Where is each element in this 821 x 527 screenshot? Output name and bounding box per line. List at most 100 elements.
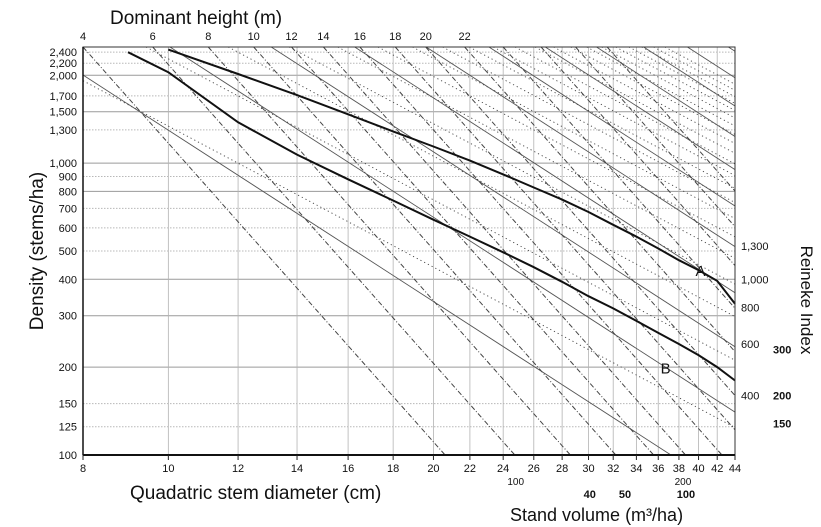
- dominant-height-line: [359, 46, 723, 456]
- dominant-height-tick-label: 14: [317, 31, 329, 43]
- y-tick-label: 1,300: [49, 125, 77, 137]
- reineke-tick-label: 800: [741, 303, 759, 315]
- y-tick-label: 700: [59, 203, 77, 215]
- grid-layer: [82, 47, 736, 456]
- volume-bottom-label: 100: [507, 477, 524, 488]
- y-tick-label: 100: [59, 450, 77, 462]
- plot-frame: [82, 46, 736, 456]
- y-tick-label: 400: [59, 274, 77, 286]
- series-line-A: [167, 48, 736, 305]
- reineke-tick-label: 1,300: [741, 241, 769, 253]
- dominant-height-tick-label: 12: [285, 31, 297, 43]
- y-axis-title: Density (stems/ha): [27, 171, 48, 331]
- dominant-height-tick-label: 8: [205, 31, 211, 43]
- dominant-height-line: [323, 46, 686, 456]
- volume-line: [354, 46, 736, 294]
- series-line-B: [127, 51, 736, 382]
- dominant-height-line: [425, 46, 736, 396]
- dominant-height-tick-label: 20: [420, 31, 432, 43]
- y-tick-label: 1,000: [49, 158, 77, 170]
- volume-line: [596, 46, 736, 137]
- y-tick-label: 500: [59, 246, 77, 258]
- volume-bottom-label: 100: [677, 489, 695, 501]
- dominant-height-line: [152, 46, 516, 456]
- reineke-tick-label: 400: [741, 390, 759, 402]
- x-tick-label: 40: [692, 463, 704, 475]
- dominant-height-tick-label: 4: [80, 31, 86, 43]
- x-tick-label: 30: [582, 463, 594, 475]
- y-tick-label: 200: [59, 362, 77, 374]
- x-tick-label: 36: [652, 463, 664, 475]
- x-tick-label: 34: [630, 463, 642, 475]
- y-tick-label: 1,500: [49, 107, 77, 119]
- reineke-line: [337, 46, 736, 259]
- x-tick-label: 10: [162, 463, 174, 475]
- volume-axis-title: Stand volume (m³/ha): [510, 505, 684, 525]
- dominant-height-line: [464, 46, 736, 352]
- dominant-height-tick-label: 22: [459, 31, 471, 43]
- volume-line: [425, 46, 736, 247]
- curve-label-A: A: [695, 263, 705, 280]
- dominant-height-tick-label: 16: [354, 31, 366, 43]
- reineke-line: [615, 46, 736, 111]
- x-tick-label: 12: [232, 463, 244, 475]
- y-tick-label: 900: [59, 171, 77, 183]
- x-tick-label: 22: [464, 463, 476, 475]
- right-axis-title: Reineke Index: [797, 245, 816, 355]
- y-tick-label: 600: [59, 223, 77, 235]
- dominant-height-tick-label: 18: [389, 31, 401, 43]
- x-tick-label: 44: [729, 463, 741, 475]
- volume-line: [643, 46, 736, 107]
- volume-bottom-label: 40: [584, 489, 596, 501]
- volume-bottom-label: 50: [619, 489, 631, 501]
- reineke-line: [586, 46, 736, 127]
- dominant-height-tick-label: 10: [248, 31, 260, 43]
- x-axis-title: Quadatric stem diameter (cm): [130, 483, 382, 504]
- dominant-height-line: [253, 46, 617, 456]
- series-layer: AB: [127, 48, 736, 382]
- x-tick-label: 14: [291, 463, 303, 475]
- y-tick-label: 800: [59, 186, 77, 198]
- y-tick-label: 1,700: [49, 91, 77, 103]
- x-tick-label: 32: [607, 463, 619, 475]
- dominant-height-line: [575, 46, 736, 227]
- volume-edge-label: 300: [773, 344, 791, 356]
- volume-line: [545, 46, 736, 170]
- dominant-height-line: [502, 46, 736, 309]
- y-tick-label: 125: [59, 422, 77, 434]
- x-tick-label: 8: [80, 463, 86, 475]
- x-tick-label: 18: [387, 463, 399, 475]
- volume-line: [687, 46, 736, 79]
- volume-line: [82, 74, 672, 456]
- curve-label-B: B: [661, 361, 671, 378]
- y-tick-label: 2,200: [49, 58, 77, 70]
- volume-line: [728, 46, 736, 52]
- volume-line: [488, 46, 736, 207]
- reineke-line: [570, 46, 736, 135]
- volume-line: [270, 46, 736, 348]
- reineke-line: [553, 46, 736, 144]
- volume-bottom-label: 200: [675, 477, 692, 488]
- x-tick-label: 16: [342, 463, 354, 475]
- dominant-height-line: [207, 46, 571, 456]
- plot-background: [83, 47, 735, 455]
- y-tick-label: 150: [59, 399, 77, 411]
- x-tick-label: 24: [497, 463, 509, 475]
- y-tick-label: 2,000: [49, 70, 77, 82]
- dominant-height-line: [540, 46, 736, 266]
- reineke-line: [377, 46, 736, 238]
- reineke-line: [442, 46, 736, 203]
- dominant-height-tick-label: 6: [150, 31, 156, 43]
- x-tick-label: 42: [711, 463, 723, 475]
- reineke-line: [664, 46, 736, 85]
- x-tick-label: 26: [528, 463, 540, 475]
- x-tick-label: 20: [427, 463, 439, 475]
- x-tick-label: 38: [673, 463, 685, 475]
- top-axis-title: Dominant height (m): [110, 8, 283, 29]
- reineke-tick-label: 600: [741, 339, 759, 351]
- y-tick-label: 300: [59, 311, 77, 323]
- dominant-height-line: [606, 46, 736, 192]
- volume-edge-label: 150: [773, 419, 791, 431]
